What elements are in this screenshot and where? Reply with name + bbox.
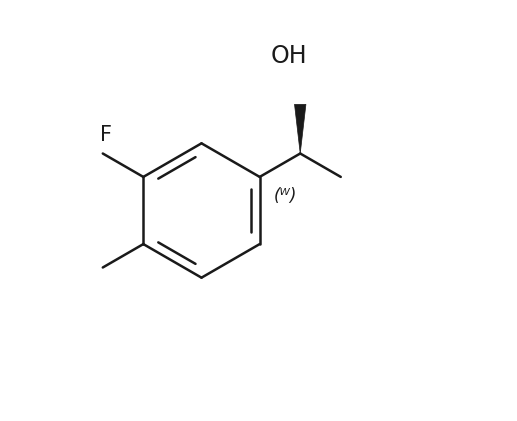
Text: F: F	[100, 125, 112, 145]
Polygon shape	[295, 104, 306, 154]
Text: (ᵂ): (ᵂ)	[273, 187, 297, 205]
Text: OH: OH	[271, 44, 307, 68]
